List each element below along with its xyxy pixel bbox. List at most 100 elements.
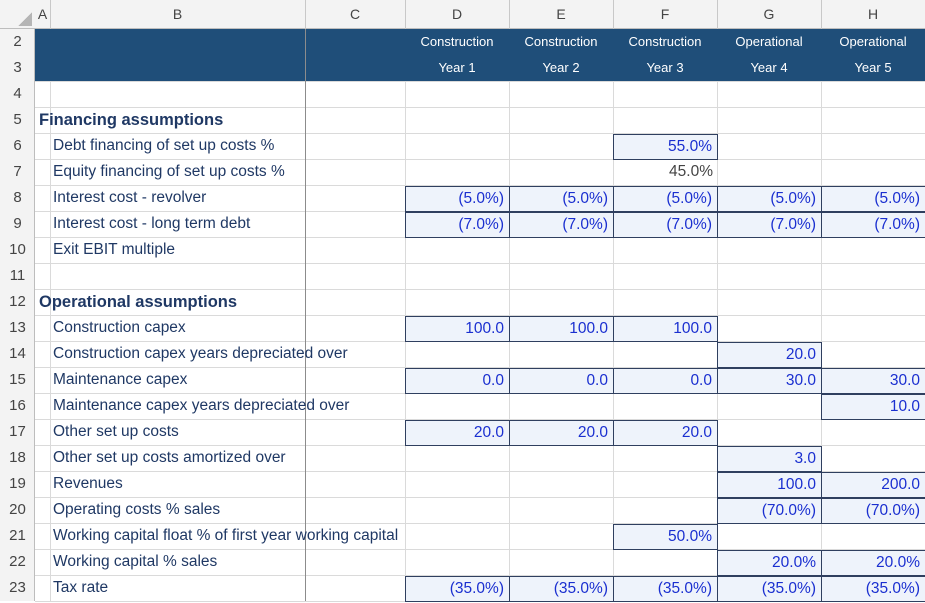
row-label: Tax rate — [53, 579, 109, 596]
value-cell: (35.0%) — [509, 576, 614, 602]
row-label: Interest cost - long term debt — [53, 215, 251, 232]
column-header: C — [349, 6, 361, 22]
value-cell: 20.0% — [821, 550, 925, 576]
row-label: Equity financing of set up costs % — [53, 163, 285, 180]
row-number-bar — [0, 29, 35, 601]
period-header: Year 5 — [854, 60, 892, 75]
column-header: G — [763, 6, 775, 22]
value-cell: 30.0 — [717, 368, 822, 394]
value-cell: 0.0 — [613, 368, 718, 394]
row-number: 15 — [9, 371, 26, 388]
grid-line — [35, 81, 925, 82]
value-cell: 45.0% — [669, 163, 713, 180]
value-cell: 200.0 — [821, 472, 925, 498]
column-divider — [821, 0, 822, 29]
grid-line — [35, 289, 925, 290]
period-header: Year 1 — [438, 60, 476, 75]
row-label: Interest cost - revolver — [53, 189, 207, 206]
value-cell: 20.0 — [717, 342, 822, 368]
column-header: B — [172, 6, 183, 22]
value-cell: (35.0%) — [613, 576, 718, 602]
column-header: F — [660, 6, 670, 22]
row-number: 5 — [13, 111, 22, 128]
value-cell: (5.0%) — [509, 186, 614, 212]
value-cell: (70.0%) — [717, 498, 822, 524]
column-divider — [509, 0, 510, 29]
column-divider — [50, 0, 51, 29]
value-cell: 20.0% — [717, 550, 822, 576]
row-number: 16 — [9, 397, 26, 414]
row-number: 12 — [9, 293, 26, 310]
freeze-line — [305, 29, 306, 81]
row-number: 17 — [9, 423, 26, 440]
value-cell: 100.0 — [613, 316, 718, 342]
value-cell: (7.0%) — [717, 212, 822, 238]
grid-line — [35, 367, 925, 368]
section-title: Operational assumptions — [39, 293, 238, 311]
period-header: Operational — [735, 34, 803, 49]
grid-line — [35, 107, 925, 108]
value-cell: (35.0%) — [405, 576, 510, 602]
row-label: Other set up costs amortized over — [53, 449, 286, 466]
row-label: Construction capex — [53, 319, 186, 336]
value-cell: 100.0 — [509, 316, 614, 342]
grid-line — [35, 185, 925, 186]
row-number: 4 — [13, 85, 22, 102]
period-header: Construction — [628, 34, 702, 49]
value-cell: (7.0%) — [613, 212, 718, 238]
row-number: 18 — [9, 449, 26, 466]
row-number: 9 — [13, 215, 22, 232]
grid-line — [35, 419, 925, 420]
grid-line — [35, 575, 925, 576]
row-number: 13 — [9, 319, 26, 336]
row-label: Revenues — [53, 475, 123, 492]
grid-line — [35, 523, 925, 524]
value-cell: 10.0 — [821, 394, 925, 420]
row-number: 7 — [13, 163, 22, 180]
row-label: Operating costs % sales — [53, 501, 221, 518]
grid-line — [35, 549, 925, 550]
period-header: Year 2 — [542, 60, 580, 75]
corner-triangle — [18, 12, 32, 26]
row-label: Working capital float % of first year wo… — [53, 527, 399, 544]
row-number: 23 — [9, 579, 26, 596]
value-cell: (5.0%) — [717, 186, 822, 212]
value-cell: (7.0%) — [405, 212, 510, 238]
column-header: A — [37, 6, 48, 22]
column-header-bar — [0, 0, 925, 29]
value-cell: 20.0 — [405, 420, 510, 446]
row-number: 11 — [9, 267, 26, 284]
value-cell: 20.0 — [613, 420, 718, 446]
grid-line — [35, 133, 925, 134]
column-header: E — [556, 6, 566, 22]
grid-line — [35, 497, 925, 498]
section-title: Financing assumptions — [39, 111, 224, 129]
value-cell: 55.0% — [613, 134, 718, 160]
row-label: Construction capex years depreciated ove… — [53, 345, 348, 362]
row-number: 19 — [9, 475, 26, 492]
column-divider — [305, 0, 306, 29]
row-number: 2 — [13, 33, 22, 50]
row-number: 10 — [9, 241, 26, 258]
value-cell: 20.0 — [509, 420, 614, 446]
grid-line — [35, 315, 925, 316]
period-header: Construction — [524, 34, 598, 49]
grid-line — [35, 263, 925, 264]
value-cell: 100.0 — [405, 316, 510, 342]
value-cell: (7.0%) — [821, 212, 925, 238]
value-cell: (5.0%) — [405, 186, 510, 212]
row-number: 21 — [9, 527, 26, 544]
period-header: Operational — [839, 34, 907, 49]
row-label: Debt financing of set up costs % — [53, 137, 275, 154]
value-cell: 3.0 — [717, 446, 822, 472]
row-label: Other set up costs — [53, 423, 179, 440]
value-cell: (35.0%) — [717, 576, 822, 602]
grid-line — [35, 471, 925, 472]
value-cell: (35.0%) — [821, 576, 925, 602]
value-cell: 100.0 — [717, 472, 822, 498]
value-cell: 0.0 — [509, 368, 614, 394]
row-label: Exit EBIT multiple — [53, 241, 176, 258]
grid-line — [305, 81, 306, 601]
row-number: 3 — [13, 59, 22, 76]
